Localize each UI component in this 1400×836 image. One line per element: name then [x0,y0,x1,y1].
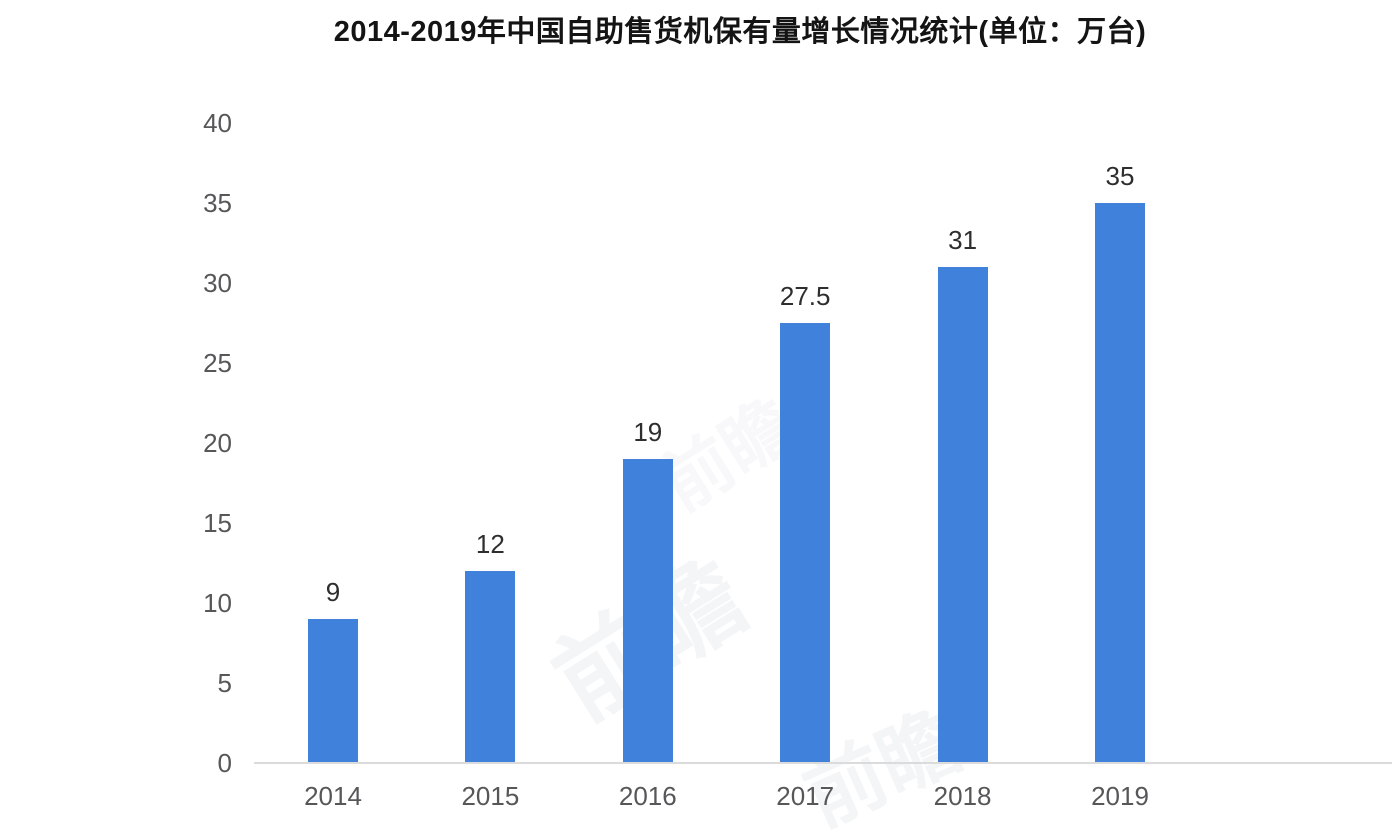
x-tick-label: 2018 [933,781,992,811]
x-tick-label: 2016 [618,781,677,811]
y-tick-label: 35 [203,188,232,218]
y-tick-label: 10 [203,588,232,618]
x-tick-label: 2019 [1091,781,1149,811]
bar-2017 [780,323,831,763]
y-tick-label: 40 [203,108,232,138]
bar-2019 [1095,203,1145,763]
bar-value-label: 12 [475,529,505,559]
x-axis-line [254,762,1392,764]
bar-value-label: 27.5 [779,281,831,311]
y-tick-label: 0 [217,748,232,778]
bar-2016 [622,459,673,763]
bar-value-label: 35 [1105,161,1135,191]
bar-2014 [308,619,358,763]
bar-2015 [465,571,516,763]
bar-2018 [937,267,988,763]
x-tick-label: 2017 [776,781,835,811]
y-tick-label: 30 [203,268,232,298]
bar-value-label: 9 [325,577,341,607]
bar-value-label: 31 [948,225,978,255]
y-tick-label: 5 [217,668,232,698]
bar-value-label: 19 [633,417,663,447]
y-tick-label: 15 [203,508,232,538]
x-tick-label: 2015 [461,781,520,811]
y-tick-label: 20 [203,428,232,458]
y-tick-label: 25 [203,348,232,378]
x-tick-label: 2014 [304,781,362,811]
chart-title: 2014-2019年中国自助售货机保有量增长情况统计(单位：万台) [333,16,1147,48]
